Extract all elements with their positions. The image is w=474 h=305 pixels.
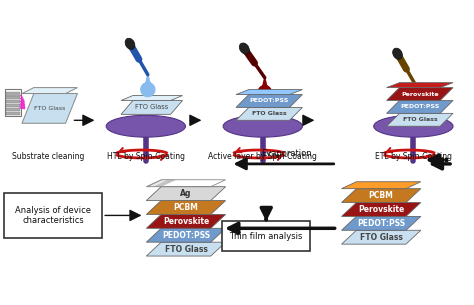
Polygon shape [387,88,453,100]
Text: PEDOT:PSS: PEDOT:PSS [162,231,210,240]
Polygon shape [342,203,421,217]
Polygon shape [141,74,155,96]
Polygon shape [342,230,421,244]
Text: Thin film analysis: Thin film analysis [229,232,303,241]
Polygon shape [147,180,170,187]
Polygon shape [146,228,226,242]
Text: FTO Glass: FTO Glass [164,245,208,254]
Polygon shape [152,180,175,187]
Ellipse shape [374,115,453,137]
Ellipse shape [125,38,135,49]
Polygon shape [387,113,453,126]
Polygon shape [342,182,421,189]
Ellipse shape [223,115,302,137]
Polygon shape [387,83,453,88]
Polygon shape [22,94,77,123]
Polygon shape [151,180,174,187]
Bar [6,108,20,111]
Text: PCBM: PCBM [369,191,393,200]
Polygon shape [149,180,172,187]
Bar [6,100,20,103]
Text: Evaporation: Evaporation [261,149,311,158]
Polygon shape [387,100,453,113]
FancyBboxPatch shape [4,193,102,238]
Polygon shape [146,180,169,187]
Polygon shape [236,95,302,107]
Ellipse shape [106,115,185,137]
Polygon shape [146,187,226,201]
Text: Substrate cleaning: Substrate cleaning [11,152,84,161]
Text: Perovskite: Perovskite [401,92,438,97]
Polygon shape [342,217,421,230]
Bar [5,88,21,116]
Ellipse shape [239,43,249,54]
Polygon shape [121,100,182,114]
Ellipse shape [392,48,402,59]
Text: Perovskite: Perovskite [163,217,209,226]
Text: FTO Glass: FTO Glass [252,111,286,116]
Text: Active layer by Spin-Coating: Active layer by Spin-Coating [209,152,317,161]
Polygon shape [236,107,302,120]
Bar [6,96,20,99]
Polygon shape [146,201,226,214]
Text: PCBM: PCBM [173,203,199,212]
Text: Perovskite: Perovskite [358,205,404,214]
Polygon shape [146,214,226,228]
Text: PEDOT:PSS: PEDOT:PSS [357,219,405,228]
Text: Ag: Ag [180,189,191,198]
Polygon shape [148,180,171,187]
Text: FTO Glass: FTO Glass [135,104,168,110]
FancyBboxPatch shape [222,221,310,251]
Polygon shape [409,85,421,105]
Text: PEDOT:PSS: PEDOT:PSS [249,99,289,103]
Bar [6,92,20,95]
Text: PEDOT:PSS: PEDOT:PSS [400,104,439,109]
Polygon shape [154,180,176,187]
Polygon shape [121,95,182,100]
Bar [6,104,20,107]
Polygon shape [342,189,421,203]
Polygon shape [150,180,173,187]
Text: HTL by Spin-Coating: HTL by Spin-Coating [107,152,185,161]
Polygon shape [258,78,271,99]
Text: FTO Glass: FTO Glass [402,117,437,122]
Text: FTO Glass: FTO Glass [360,233,402,242]
Polygon shape [22,88,77,94]
Polygon shape [236,90,302,95]
Text: ETL by Spin-Coating: ETL by Spin-Coating [375,152,452,161]
Polygon shape [146,242,226,256]
Bar [6,112,20,115]
Text: Analysis of device
characteristics: Analysis of device characteristics [15,206,91,225]
Text: FTO Glass: FTO Glass [34,106,65,111]
